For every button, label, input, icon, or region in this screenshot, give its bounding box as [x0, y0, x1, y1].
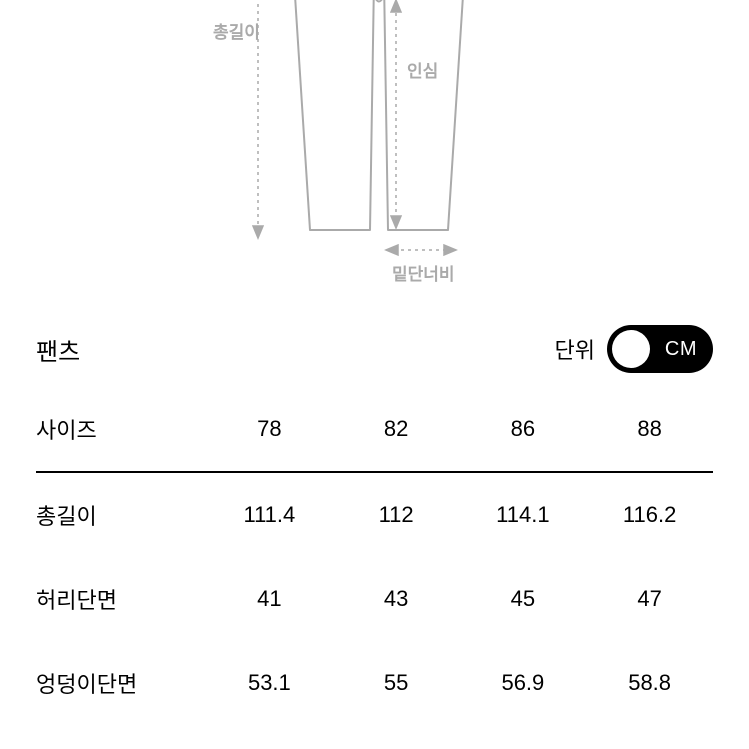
cell: 43	[333, 557, 460, 641]
diagram-label-inseam: 인심	[407, 57, 438, 82]
cell: 114.1	[460, 472, 587, 557]
cell: 45	[460, 557, 587, 641]
row-label: 총길이	[36, 472, 206, 557]
row-label: 엉덩이단면	[36, 641, 206, 725]
table-row: 총길이 111.4 112 114.1 116.2	[36, 472, 713, 557]
cell: 41	[206, 557, 333, 641]
unit-label: 단위	[555, 333, 595, 365]
size-col-0: 78	[206, 387, 333, 472]
diagram-label-hem-width: 밑단너비	[392, 260, 455, 285]
size-col-3: 88	[586, 387, 713, 472]
size-col-1: 82	[333, 387, 460, 472]
cell: 116.2	[586, 472, 713, 557]
size-header-row: 사이즈 78 82 86 88	[36, 387, 713, 472]
cell: 111.4	[206, 472, 333, 557]
size-table-wrap: 사이즈 78 82 86 88 총길이 111.4 112 114.1 116.…	[0, 387, 749, 725]
unit-area: 단위 CM	[555, 325, 713, 373]
toggle-knob	[612, 330, 650, 368]
cell: 112	[333, 472, 460, 557]
diagram-label-total-length: 총길이	[213, 18, 260, 43]
unit-toggle[interactable]: CM	[607, 325, 713, 373]
size-table-header: 팬츠 단위 CM	[0, 305, 749, 387]
unit-value: CM	[665, 338, 697, 361]
cell: 53.1	[206, 641, 333, 725]
product-type-title: 팬츠	[36, 332, 80, 367]
cell: 58.8	[586, 641, 713, 725]
size-col-2: 86	[460, 387, 587, 472]
size-table: 사이즈 78 82 86 88 총길이 111.4 112 114.1 116.…	[36, 387, 713, 725]
cell: 56.9	[460, 641, 587, 725]
cell: 47	[586, 557, 713, 641]
size-header-label: 사이즈	[36, 387, 206, 472]
page-root: 총길이 인심 밑단너비 팬츠 단위 CM 사이즈 78 82	[0, 0, 749, 725]
table-row: 허리단면 41 43 45 47	[36, 557, 713, 641]
row-label: 허리단면	[36, 557, 206, 641]
table-row: 엉덩이단면 53.1 55 56.9 58.8	[36, 641, 713, 725]
pants-diagram: 총길이 인심 밑단너비	[0, 0, 749, 305]
cell: 55	[333, 641, 460, 725]
